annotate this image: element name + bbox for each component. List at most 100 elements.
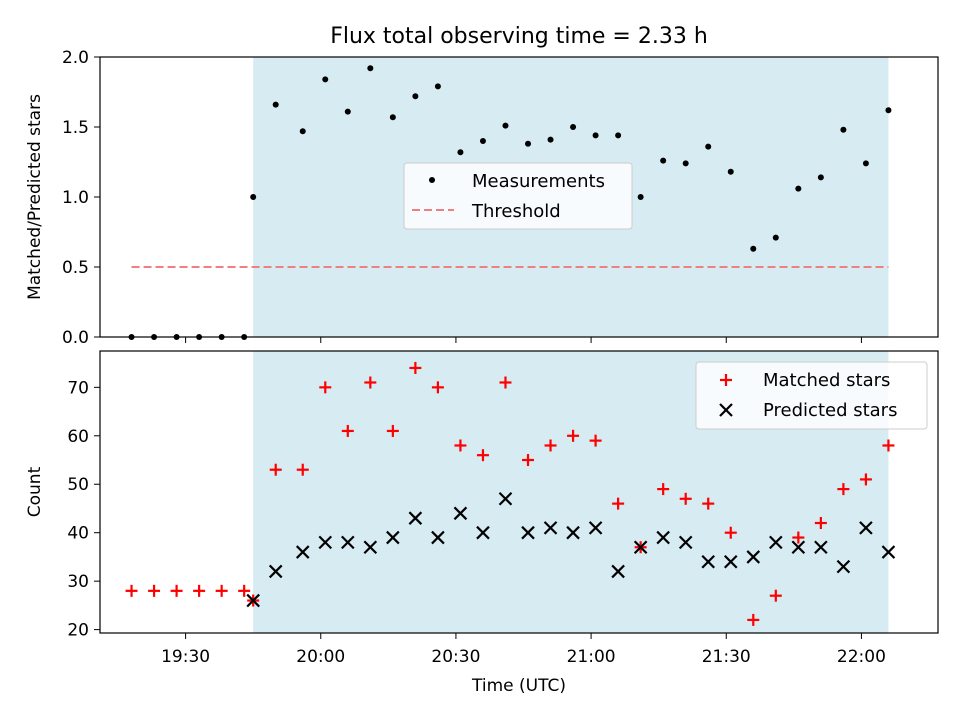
predicted-star-point — [453, 506, 468, 521]
matched-star-point — [238, 584, 251, 597]
measurement-point — [615, 132, 622, 139]
predicted-star-point — [566, 525, 580, 540]
matched-star-point — [476, 449, 489, 462]
chart-title: Flux total observing time = 2.33 h — [330, 24, 708, 49]
matched-star-point — [215, 584, 228, 597]
measurement-point — [727, 168, 734, 175]
matched-star-point — [364, 376, 377, 389]
matched-star-point — [125, 584, 138, 597]
matched-star-point — [409, 361, 422, 374]
xtick-label: 19:30 — [161, 647, 210, 667]
matched-star-point — [612, 497, 625, 510]
predicted-star-point — [318, 535, 333, 550]
measurement-point — [299, 128, 306, 135]
legend-marker-predicted — [719, 403, 733, 417]
predicted-star-point — [431, 530, 445, 545]
measurement-point — [322, 76, 329, 83]
matched-star-point — [296, 463, 309, 476]
measurement-point — [682, 160, 689, 167]
measurement-point — [637, 194, 644, 200]
predicted-star-point — [588, 521, 603, 535]
measurement-point — [862, 160, 869, 167]
matched-star-point — [747, 613, 760, 626]
predicted-star-point — [746, 550, 761, 564]
ratio-ytick-label: 0.0 — [62, 328, 89, 348]
matched-star-point — [170, 584, 183, 597]
xtick-label: 22:00 — [837, 647, 886, 667]
matched-star-point — [882, 439, 895, 452]
xtick-label: 20:30 — [431, 647, 480, 667]
measurement-point — [660, 157, 667, 164]
predicted-star-point — [836, 559, 851, 574]
measurement-point — [840, 126, 847, 133]
matched-star-point — [792, 531, 805, 544]
matched-star-point — [837, 483, 850, 496]
ratio-ytick-label: 1.0 — [62, 188, 89, 208]
predicted-star-point — [498, 492, 513, 506]
measurement-point — [272, 101, 279, 108]
legend-label-matched: Matched stars — [763, 370, 890, 391]
predicted-star-point — [363, 540, 378, 555]
predicted-star-point — [521, 525, 535, 540]
counts-legend: Matched stars Predicted stars — [695, 361, 928, 430]
xtick-label: 21:30 — [702, 647, 751, 667]
ratio-ytick-label: 2.0 — [62, 48, 89, 68]
counts-ytick-label: 40 — [67, 524, 89, 544]
counts-ytick-label: 60 — [67, 427, 89, 447]
measurement-point — [250, 194, 257, 200]
predicted-star-point — [791, 540, 806, 555]
ratio-axes-frame — [99, 56, 939, 338]
matched-star-point — [769, 589, 782, 602]
predicted-star-point — [723, 554, 738, 569]
matched-star-point — [567, 429, 580, 442]
legend-label-measurements: Measurements — [472, 171, 605, 192]
predicted-star-point — [295, 545, 310, 559]
matched-star-point — [814, 517, 827, 530]
predicted-star-point — [341, 535, 355, 550]
counts-ytick-label: 30 — [67, 572, 89, 592]
measurement-point — [570, 124, 577, 130]
ratio-panel: 0.00.51.01.52.0 Matched/Predicted stars … — [25, 48, 939, 348]
ratio-ytick-label: 0.5 — [62, 258, 89, 278]
predicted-star-point — [814, 540, 828, 555]
matched-star-point — [679, 492, 692, 505]
x-axis-label: Time (UTC) — [471, 676, 566, 696]
legend-marker-matched — [720, 374, 732, 386]
matched-star-point — [544, 439, 557, 452]
legend-label-threshold: Threshold — [471, 201, 561, 222]
legend-marker-measurements — [429, 177, 435, 183]
matched-star-point — [589, 434, 602, 447]
matched-star-point — [724, 526, 737, 539]
measurement-point — [750, 245, 757, 252]
matched-star-point — [431, 381, 444, 394]
matched-star-point — [319, 381, 332, 394]
legend-label-predicted: Predicted stars — [763, 400, 897, 421]
matched-star-point — [702, 497, 715, 510]
measurement-point — [434, 83, 441, 90]
predicted-star-point — [633, 540, 648, 555]
measurement-point — [885, 107, 892, 114]
measurement-point — [817, 174, 824, 181]
measurement-point — [479, 138, 486, 144]
measurement-point — [367, 65, 374, 72]
matched-star-point — [454, 439, 467, 452]
predicted-star-point — [701, 554, 716, 569]
matched-star-point — [341, 424, 354, 437]
predicted-star-point — [386, 530, 400, 545]
measurement-point — [795, 185, 802, 192]
predicted-star-point — [246, 593, 260, 608]
matched-star-point — [657, 483, 670, 496]
counts-panel: 20 30 40 50 60 70 19:30 20:00 20:30 21:00 21:30 22… — [25, 350, 939, 696]
counts-ytick-label: 20 — [67, 621, 89, 641]
ratio-legend: Measurements Threshold — [403, 162, 633, 230]
counts-y-axis-label: Count — [25, 466, 45, 517]
measurement-point — [502, 122, 509, 129]
measurement-point — [344, 108, 351, 115]
predicted-star-point — [611, 564, 625, 579]
predicted-star-point — [656, 530, 670, 545]
measurement-point — [547, 136, 554, 143]
measurement-point — [389, 114, 396, 121]
predicted-star-point — [859, 521, 873, 535]
matched-star-point — [386, 424, 399, 437]
